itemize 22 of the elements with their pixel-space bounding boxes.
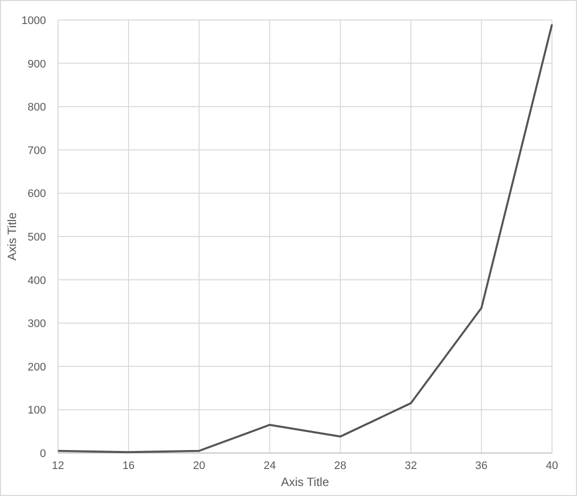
- x-tick-label: 28: [334, 460, 346, 472]
- x-tick-label: 40: [546, 460, 558, 472]
- x-tick-label: 24: [264, 460, 276, 472]
- line-series: [57, 23, 553, 454]
- x-tick-label: 36: [475, 460, 488, 472]
- y-tick-label: 200: [28, 361, 46, 374]
- x-tick-label: 20: [193, 460, 206, 472]
- y-tick-label: 900: [28, 58, 46, 70]
- x-axis-title: Axis Title: [280, 475, 330, 489]
- y-tick-label: 800: [28, 102, 46, 114]
- y-tick-label: 0: [40, 448, 46, 460]
- x-tick-label: 32: [404, 460, 417, 472]
- y-tick-label: 500: [28, 232, 46, 244]
- y-tick-label: 600: [28, 188, 46, 200]
- x-tick-label: 12: [52, 460, 64, 472]
- y-tick-label: 400: [28, 274, 46, 287]
- y-tick-label: 1000: [22, 15, 46, 27]
- y-tick-label: 700: [28, 144, 46, 157]
- y-axis-title: Axis Title: [5, 212, 19, 261]
- x-tick-label: 16: [122, 460, 135, 472]
- y-tick-label: 100: [28, 404, 46, 417]
- y-tick-label: 300: [28, 318, 46, 330]
